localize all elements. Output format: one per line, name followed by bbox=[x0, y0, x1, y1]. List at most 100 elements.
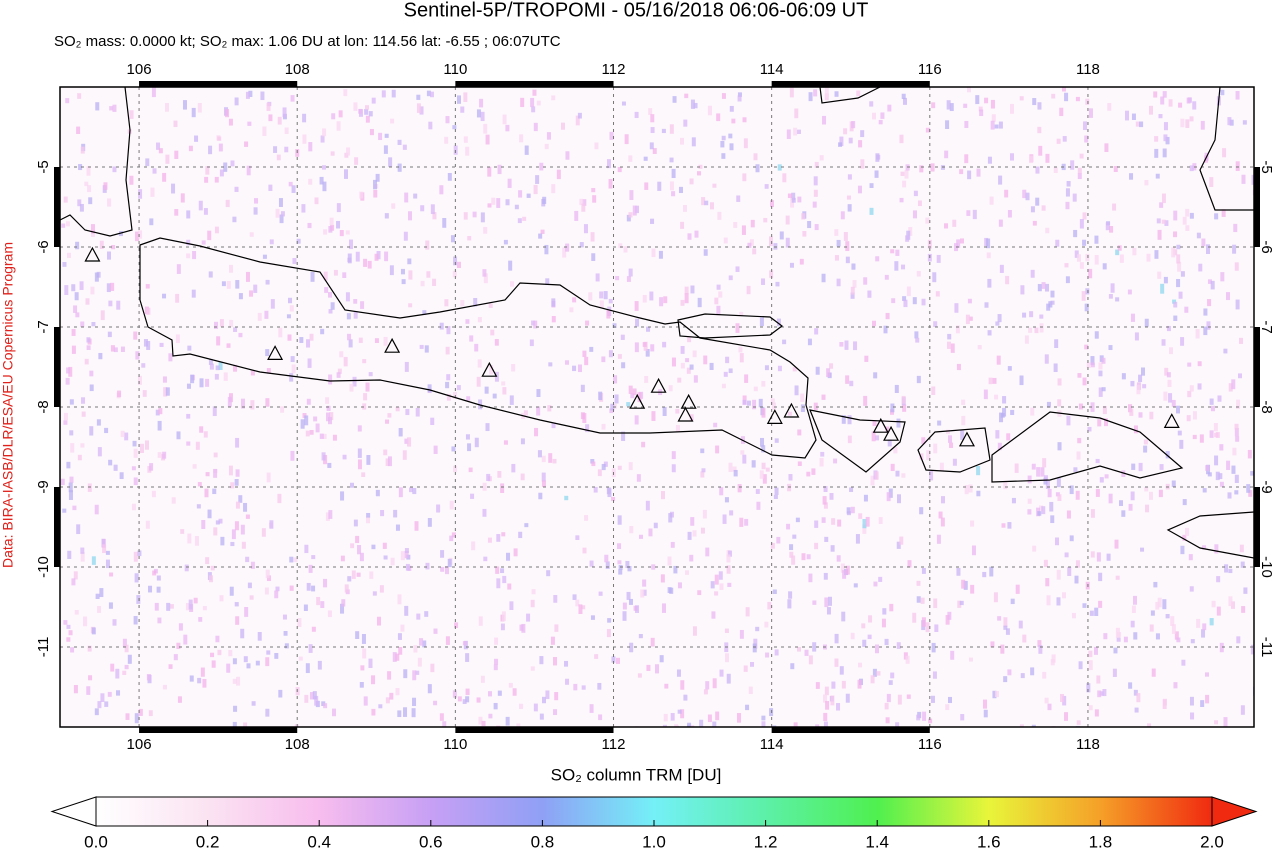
pixel bbox=[398, 647, 403, 655]
pixel bbox=[608, 178, 613, 189]
pixel bbox=[330, 151, 335, 156]
pixel bbox=[611, 496, 616, 502]
pixel bbox=[863, 395, 868, 406]
pixel bbox=[517, 218, 522, 224]
pixel bbox=[415, 670, 420, 675]
pixel bbox=[986, 238, 991, 249]
volcano-marker bbox=[84, 246, 101, 262]
pixel bbox=[807, 220, 812, 229]
pixel bbox=[739, 311, 744, 316]
pixel bbox=[1237, 373, 1242, 379]
frame-segment bbox=[1254, 167, 1260, 247]
pixel bbox=[159, 342, 164, 347]
pixel bbox=[1107, 103, 1112, 111]
pixel bbox=[228, 465, 233, 476]
volcano-marker bbox=[481, 361, 498, 377]
pixel bbox=[308, 142, 313, 152]
pixel bbox=[102, 544, 107, 554]
frame-segment bbox=[54, 167, 60, 247]
pixel bbox=[532, 89, 537, 96]
pixel bbox=[1061, 87, 1066, 92]
volcano-marker bbox=[629, 393, 646, 409]
pixel bbox=[1094, 255, 1099, 265]
pixel bbox=[1094, 607, 1099, 616]
pixel bbox=[500, 623, 505, 631]
pixel bbox=[1132, 595, 1137, 605]
pixel bbox=[226, 343, 231, 348]
pixel bbox=[1163, 391, 1168, 401]
pixel bbox=[1050, 300, 1055, 305]
pixel bbox=[501, 532, 506, 537]
pixel bbox=[1209, 398, 1214, 405]
pixel bbox=[621, 101, 626, 106]
pixel bbox=[1157, 271, 1162, 279]
pixel bbox=[78, 164, 83, 171]
pixel bbox=[264, 310, 269, 319]
pixel bbox=[651, 411, 656, 421]
pixel bbox=[234, 97, 239, 106]
graticule bbox=[60, 87, 1254, 727]
pixel bbox=[719, 583, 724, 590]
pixel bbox=[916, 596, 921, 603]
pixel bbox=[378, 132, 383, 141]
pixel bbox=[1182, 216, 1187, 225]
pixel bbox=[846, 507, 851, 514]
pixel bbox=[108, 459, 113, 466]
pixel bbox=[880, 112, 885, 119]
pixel bbox=[606, 628, 611, 638]
pixel bbox=[790, 197, 795, 208]
pixel bbox=[244, 141, 249, 147]
pixel bbox=[332, 708, 337, 717]
pixel bbox=[998, 175, 1003, 185]
pixel bbox=[390, 557, 395, 566]
pixel bbox=[965, 314, 970, 325]
pixel bbox=[1094, 709, 1099, 717]
pixel bbox=[1096, 552, 1101, 562]
pixel bbox=[742, 399, 747, 405]
pixel bbox=[1003, 617, 1008, 627]
pixel bbox=[1155, 633, 1160, 640]
pixel bbox=[671, 191, 676, 197]
pixel bbox=[637, 392, 642, 403]
pixel bbox=[899, 536, 904, 545]
pixel bbox=[1015, 584, 1020, 594]
pixel bbox=[152, 570, 157, 576]
pixel bbox=[588, 292, 593, 301]
pixel bbox=[397, 139, 402, 145]
pixel bbox=[629, 526, 634, 534]
pixel bbox=[843, 128, 848, 135]
pixel bbox=[243, 656, 248, 663]
pixel bbox=[930, 163, 935, 172]
pixel bbox=[1190, 639, 1195, 644]
pixel bbox=[761, 278, 766, 285]
pixel bbox=[609, 408, 614, 414]
pixel bbox=[234, 479, 239, 486]
pixel bbox=[789, 551, 794, 558]
pixel bbox=[70, 443, 75, 453]
colorbar-tick-label: 1.8 bbox=[1089, 832, 1113, 851]
pixel bbox=[740, 450, 745, 455]
pixel bbox=[1079, 219, 1084, 229]
frame-segment bbox=[54, 487, 60, 567]
pixel bbox=[229, 586, 234, 596]
pixel bbox=[462, 699, 467, 705]
y-tick-label: -5 bbox=[1258, 160, 1272, 173]
pixel bbox=[112, 619, 117, 626]
pixel bbox=[356, 572, 361, 577]
pixel bbox=[456, 261, 461, 269]
pixel bbox=[233, 364, 238, 372]
pixel bbox=[1158, 114, 1163, 119]
pixel bbox=[345, 230, 350, 235]
pixel bbox=[171, 497, 176, 504]
pixel bbox=[200, 667, 205, 677]
pixel bbox=[933, 443, 938, 454]
pixel bbox=[846, 195, 851, 200]
pixel bbox=[1057, 399, 1062, 407]
pixel bbox=[944, 150, 949, 159]
pixel bbox=[1220, 89, 1225, 96]
pixel bbox=[460, 106, 465, 113]
pixel bbox=[1185, 119, 1190, 128]
pixel bbox=[561, 122, 566, 130]
pixel bbox=[1187, 390, 1192, 398]
pixel bbox=[355, 535, 360, 544]
